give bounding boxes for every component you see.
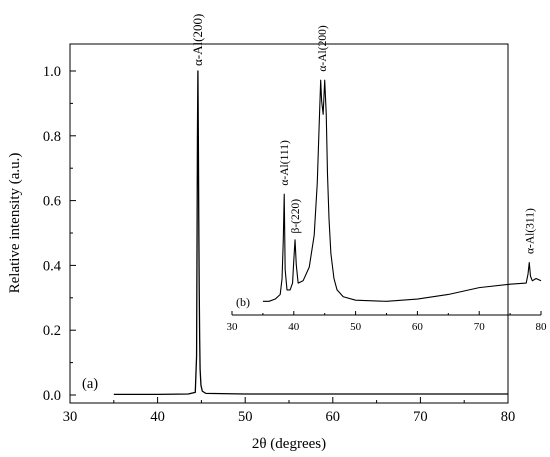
peak-label-inset-2: α-Al(200) [317,25,329,71]
inset-axes: 30 40 50 60 70 80 [227,311,548,333]
y-axis-title: Relative intensity (a.u.) [7,153,23,294]
y-tick-label: 0.6 [43,194,61,210]
panel-label-a: (a) [82,376,98,392]
x-tick-label: 30 [63,409,78,425]
x-tick-label: 80 [501,409,516,425]
peak-label-main-0: α-Al(200) [190,14,205,66]
main-plot-frame [69,43,509,404]
y-tick-label: 1.0 [43,64,61,80]
x-tick-label: 60 [326,409,341,425]
inset-series-line [262,79,542,302]
inset-x-tick-label: 70 [474,321,486,333]
y-tick-label: 0.0 [43,388,61,404]
main-series-line [113,70,508,395]
inset-x-tick-label: 40 [288,321,300,333]
panel-label-b: (b) [236,295,250,309]
inset-x-tick-label: 60 [412,321,424,333]
peak-label-inset-1: β-(220) [290,199,302,234]
main-axes: 30 40 50 60 70 80 0.0 0.2 0.4 0.6 0.8 1.0 [43,64,515,425]
x-axis-title: 2θ (degrees) [252,436,326,452]
inset-x-tick-label: 80 [536,321,548,333]
x-tick-label: 70 [413,409,428,425]
y-tick-label: 0.2 [43,323,61,339]
y-tick-label: 0.4 [43,258,62,274]
y-tick-label: 0.8 [43,129,61,145]
x-tick-label: 50 [238,409,253,425]
peak-label-inset-0: α-Al(111) [279,140,291,186]
inset-series-group: α-Al(111) β-(220) α-Al(200) α-Al(311) [262,25,542,302]
main-series-group: α-Al(200) [113,14,508,395]
inset-x-tick-label: 30 [227,321,239,333]
x-tick-label: 40 [150,409,165,425]
peak-label-inset-3: α-Al(311) [524,208,536,254]
inset-x-tick-label: 50 [350,321,362,333]
